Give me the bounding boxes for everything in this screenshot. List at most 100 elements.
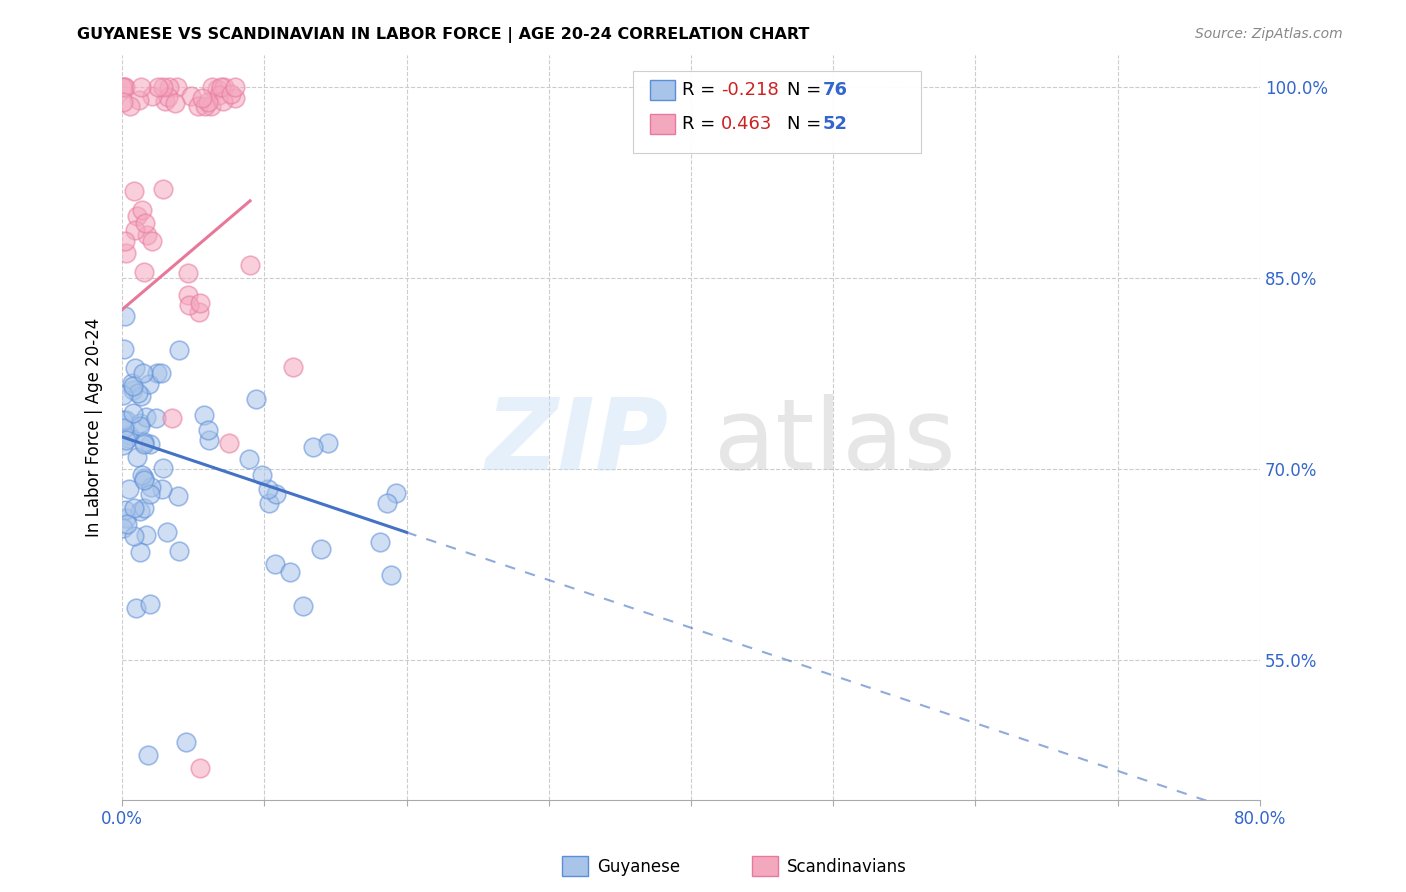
Point bbox=[375, 496, 398, 510]
Point bbox=[211, 94, 233, 108]
Point bbox=[224, 90, 246, 104]
Point bbox=[134, 473, 156, 487]
Point bbox=[129, 419, 152, 434]
Text: 52: 52 bbox=[823, 115, 848, 133]
Point bbox=[115, 413, 138, 427]
Point bbox=[129, 416, 152, 430]
Point bbox=[135, 527, 157, 541]
Point bbox=[132, 366, 155, 380]
Point bbox=[114, 309, 136, 323]
Point bbox=[193, 409, 215, 423]
Point bbox=[156, 524, 179, 539]
Point bbox=[131, 202, 153, 217]
Point bbox=[111, 438, 134, 452]
Point bbox=[256, 483, 278, 497]
Point bbox=[129, 79, 152, 94]
Point bbox=[281, 359, 304, 374]
Point bbox=[121, 379, 143, 393]
Point bbox=[127, 385, 149, 400]
Point bbox=[134, 216, 156, 230]
Point bbox=[165, 95, 187, 110]
Text: -0.218: -0.218 bbox=[721, 81, 779, 99]
Point bbox=[118, 98, 141, 112]
Point bbox=[156, 90, 179, 104]
Point bbox=[138, 598, 160, 612]
Point bbox=[132, 434, 155, 449]
Point bbox=[174, 735, 197, 749]
Point bbox=[368, 535, 391, 549]
Point bbox=[309, 541, 332, 556]
Point bbox=[134, 265, 156, 279]
Point bbox=[207, 82, 229, 96]
Point bbox=[134, 471, 156, 485]
Point bbox=[384, 486, 406, 500]
Text: 76: 76 bbox=[823, 81, 848, 99]
Text: ZIP: ZIP bbox=[485, 393, 668, 491]
Point bbox=[209, 79, 232, 94]
Point bbox=[238, 452, 260, 467]
Point bbox=[131, 468, 153, 483]
Point bbox=[197, 424, 219, 438]
Point bbox=[166, 489, 188, 503]
Point bbox=[112, 420, 135, 434]
Point bbox=[141, 88, 163, 103]
Point bbox=[278, 565, 301, 579]
Point bbox=[197, 95, 219, 110]
Point bbox=[136, 747, 159, 762]
Text: atlas: atlas bbox=[714, 393, 955, 491]
Point bbox=[188, 296, 211, 310]
Point bbox=[152, 461, 174, 475]
Point bbox=[145, 411, 167, 425]
Text: 0.463: 0.463 bbox=[721, 115, 773, 133]
Point bbox=[118, 483, 141, 497]
Point bbox=[138, 376, 160, 391]
Point bbox=[318, 436, 340, 450]
Point bbox=[114, 234, 136, 248]
Point bbox=[122, 185, 145, 199]
Text: N =: N = bbox=[787, 81, 827, 99]
Point bbox=[245, 392, 267, 406]
Text: R =: R = bbox=[682, 81, 721, 99]
Point bbox=[218, 436, 240, 450]
Point bbox=[125, 601, 148, 615]
Point bbox=[112, 79, 135, 94]
Point bbox=[160, 410, 183, 425]
Point bbox=[111, 521, 134, 535]
Point bbox=[136, 227, 159, 242]
Point bbox=[250, 468, 273, 483]
Point bbox=[191, 91, 214, 105]
Point bbox=[224, 79, 246, 94]
Point bbox=[380, 567, 402, 582]
Point bbox=[115, 517, 138, 532]
Y-axis label: In Labor Force | Age 20-24: In Labor Force | Age 20-24 bbox=[86, 318, 103, 537]
Point bbox=[257, 496, 280, 510]
Point bbox=[121, 376, 143, 390]
Point bbox=[129, 504, 152, 518]
Point bbox=[208, 87, 231, 102]
Point bbox=[114, 510, 136, 524]
Point bbox=[219, 87, 242, 102]
Point bbox=[201, 79, 224, 94]
Point bbox=[212, 79, 235, 94]
Point bbox=[177, 287, 200, 301]
Text: GUYANESE VS SCANDINAVIAN IN LABOR FORCE | AGE 20-24 CORRELATION CHART: GUYANESE VS SCANDINAVIAN IN LABOR FORCE … bbox=[77, 27, 810, 43]
Point bbox=[128, 544, 150, 558]
Point bbox=[157, 79, 180, 94]
Point bbox=[124, 223, 146, 237]
Point bbox=[112, 95, 135, 109]
Point bbox=[180, 89, 202, 103]
Point bbox=[264, 557, 287, 571]
Point bbox=[139, 487, 162, 501]
Text: N =: N = bbox=[787, 115, 827, 133]
Point bbox=[152, 182, 174, 196]
Point bbox=[188, 761, 211, 775]
Point bbox=[121, 406, 143, 420]
Point bbox=[135, 409, 157, 424]
Point bbox=[114, 503, 136, 517]
Text: R =: R = bbox=[682, 115, 721, 133]
Point bbox=[264, 487, 287, 501]
Point bbox=[127, 450, 149, 465]
Point bbox=[111, 79, 134, 94]
Point bbox=[141, 234, 163, 248]
Point bbox=[114, 245, 136, 260]
